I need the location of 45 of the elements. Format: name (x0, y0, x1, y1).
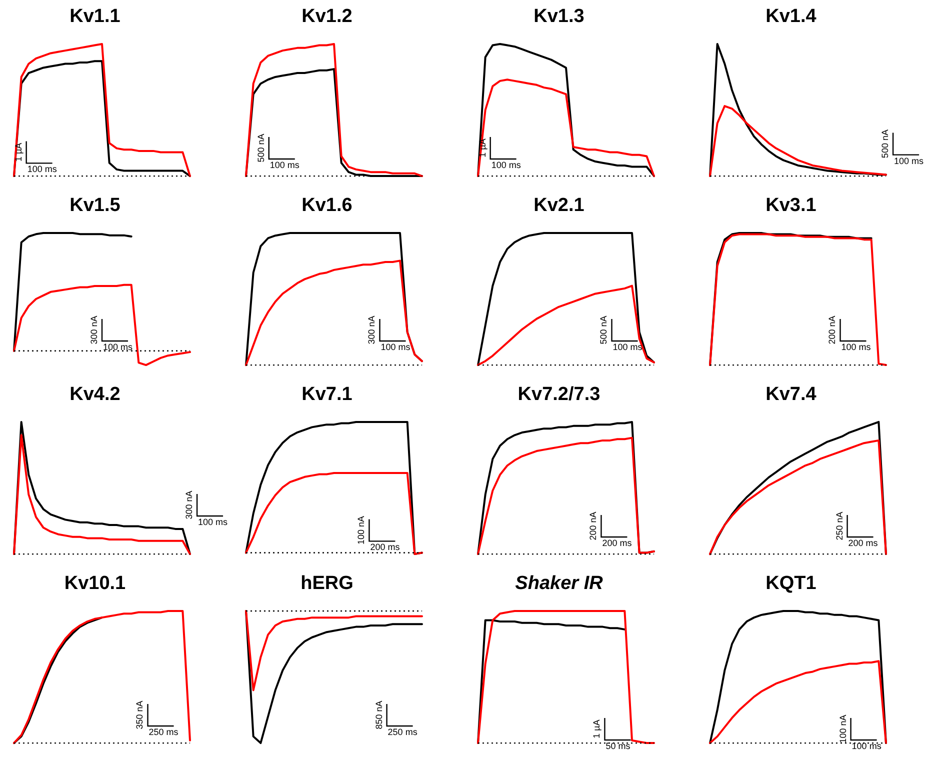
chart-title: Kv2.1 (532, 195, 586, 217)
annotation: 200 nA (588, 512, 598, 540)
annotation: 500 nA (598, 316, 609, 344)
chart-title: Kv1.2 (300, 6, 354, 28)
annotation: 250 ms (148, 726, 179, 737)
annotation: 200 ms (848, 538, 878, 548)
chart-title: KQT1 (764, 573, 818, 595)
annotation: 250 nA (834, 512, 844, 540)
chart-title: Kv4.2 (68, 384, 122, 406)
chart-title: Kv10.1 (63, 573, 127, 595)
text: 100 ms (894, 156, 924, 166)
chart-title: Shaker IR (514, 573, 604, 595)
chart-title: Kv7.4 (764, 384, 818, 406)
annotation: 100 ms (841, 342, 872, 352)
annotation: 300 nA (184, 490, 194, 520)
text: 100 ms (198, 516, 228, 527)
chart-title: Kv1.4 (764, 6, 818, 28)
annotation: 500 nA (880, 130, 890, 158)
chart-title: hERG (300, 573, 354, 595)
chart-title: Kv1.3 (532, 6, 586, 28)
annotation: 1 µA (13, 142, 24, 162)
chart-title: Kv1.1 (68, 6, 122, 28)
annotation: 300 nA (366, 316, 377, 344)
chart-title: Kv7.1 (300, 384, 354, 406)
annotation: 100 nA (838, 714, 848, 744)
annotation: 100 ms (491, 160, 522, 170)
chart-title: Kv3.1 (764, 195, 818, 217)
annotation: 850 nA (374, 700, 384, 730)
annotation: 100 ms (27, 164, 58, 174)
annotation: 250 ms (388, 726, 418, 737)
annotation: 100 ms (612, 342, 643, 352)
annotation: 100 ms (103, 342, 134, 352)
annotation: 300 nA (88, 316, 99, 344)
chart-title: Kv7.2/7.3 (516, 384, 602, 406)
annotation: 350 nA (134, 700, 145, 730)
chart-title: Kv1.5 (68, 195, 122, 217)
annotation: 200 ms (370, 542, 400, 552)
annotation: 100 nA (356, 516, 366, 544)
annotation: 100 ms (380, 342, 411, 352)
chart-title: Kv1.6 (300, 195, 354, 217)
annotation: 1 µA (592, 720, 602, 738)
annotation: 200 ms (602, 538, 632, 548)
annotation: 100 ms (270, 160, 300, 170)
annotation: 200 nA (827, 316, 838, 344)
annotation: 500 nA (256, 134, 266, 162)
